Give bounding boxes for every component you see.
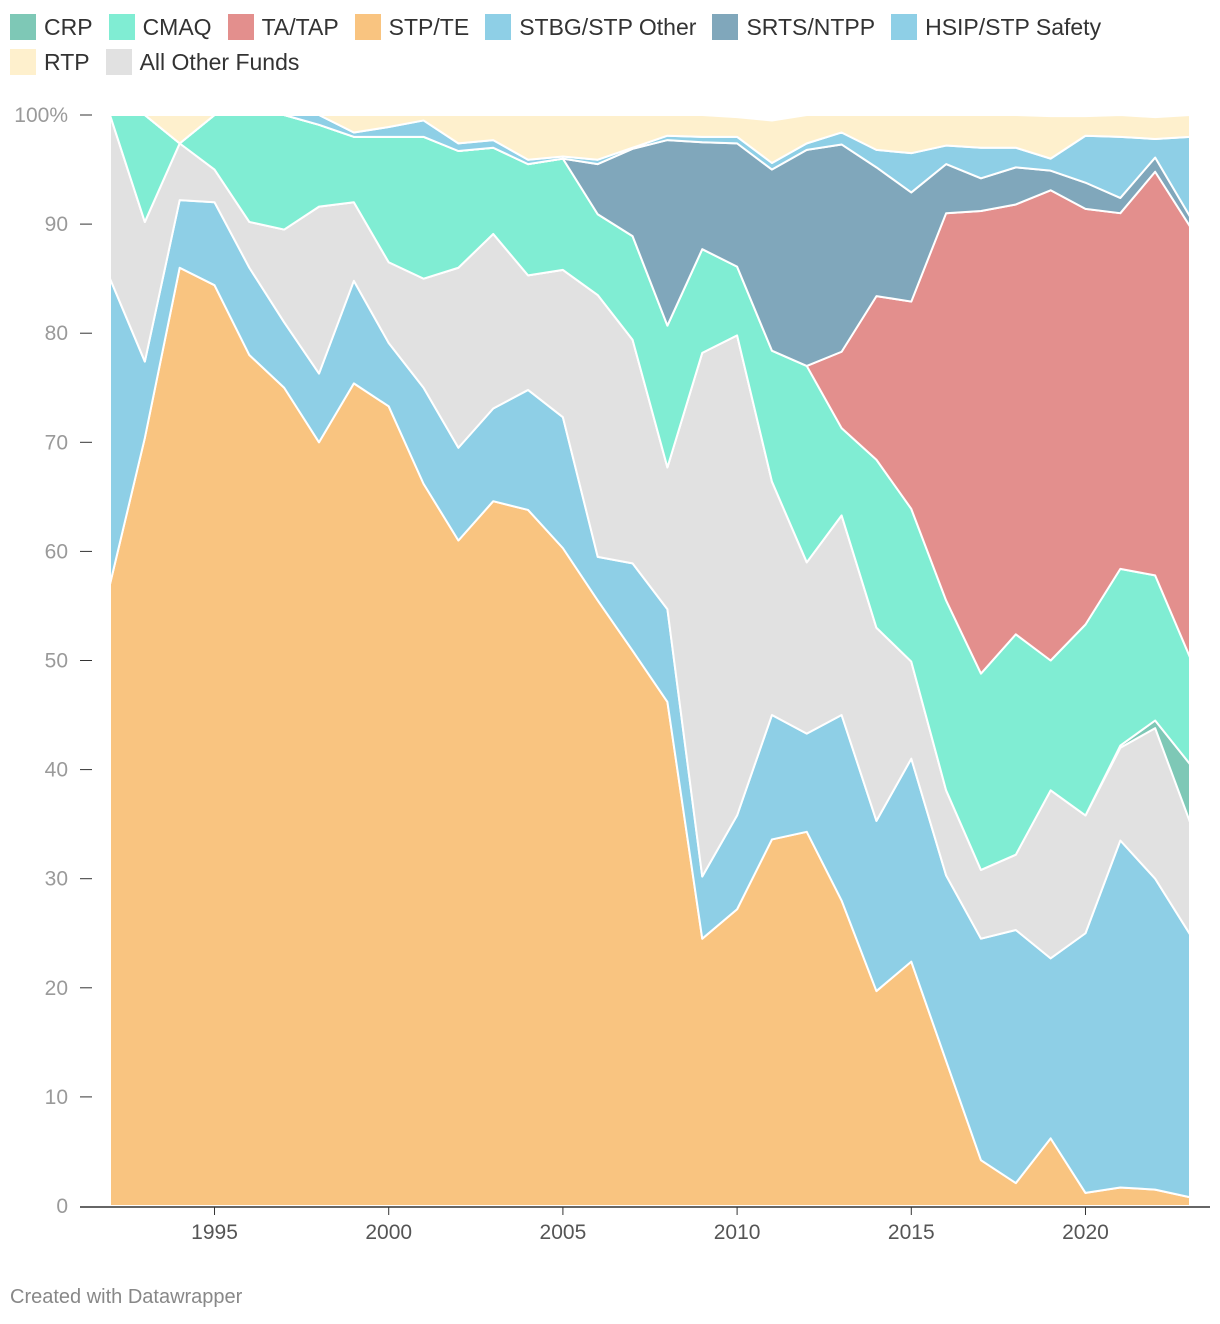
legend-label: CRP <box>44 13 93 40</box>
y-axis: 0 10 20 30 40 50 60 70 80 90 100% <box>14 104 68 1218</box>
area-rtp <box>109 114 1191 164</box>
y-tick-label: 0 <box>56 1195 68 1218</box>
legend-swatch <box>227 14 254 40</box>
legend-item-4: STBG/STP Other <box>485 10 696 44</box>
y-tick-label: 30 <box>45 868 68 891</box>
legend-swatch <box>712 14 739 40</box>
y-tick-label: 80 <box>45 322 68 345</box>
y-tick-label: 100% <box>14 104 68 127</box>
x-tick-label: 2015 <box>888 1221 935 1244</box>
legend-swatch <box>485 14 512 40</box>
legend-item-7: RTP <box>10 45 90 79</box>
legend-label: All Other Funds <box>139 48 300 75</box>
x-tick-label: 2000 <box>365 1221 412 1244</box>
legend-label: STP/TE <box>388 13 470 40</box>
legend-item-3: STP/TE <box>354 10 470 44</box>
legend-label: CMAQ <box>142 13 212 40</box>
x-tick-label: 2020 <box>1062 1221 1109 1244</box>
y-tick-label: 50 <box>45 650 68 673</box>
x-tick-label: 2010 <box>714 1221 761 1244</box>
legend-item-2: TA/TAP <box>227 10 339 44</box>
area-series <box>109 114 1191 1207</box>
legend-label: RTP <box>44 48 90 75</box>
legend-item-8: All Other Funds <box>105 45 300 79</box>
y-tick-label: 90 <box>45 213 68 236</box>
legend-swatch <box>10 14 36 40</box>
legend-swatch <box>891 14 918 40</box>
x-tick-label: 1995 <box>191 1221 238 1244</box>
legend-swatch <box>10 49 36 75</box>
y-tick-label: 70 <box>45 431 68 454</box>
legend-label: HSIP/STP Safety <box>925 13 1102 40</box>
credit-text: Created with Datawrapper <box>10 1286 243 1308</box>
y-tick-label: 20 <box>45 977 68 1000</box>
legend-item-0: CRP <box>10 10 93 44</box>
x-tick-label: 2005 <box>540 1221 587 1244</box>
grid-lines <box>80 114 92 1098</box>
x-axis: 1995 2000 2005 2010 2015 2020 <box>80 1206 1210 1244</box>
legend-swatch <box>354 14 381 40</box>
legend-label: TA/TAP <box>261 13 339 40</box>
legend-item-5: SRTS/NTPP <box>712 10 875 44</box>
legend-label: SRTS/NTPP <box>746 13 876 40</box>
legend-swatch <box>105 49 132 75</box>
y-tick-label: 10 <box>45 1086 68 1109</box>
legend-item-6: HSIP/STP Safety <box>891 10 1101 44</box>
legend-item-1: CMAQ <box>108 10 212 44</box>
stacked-area-chart: 0 10 20 30 40 50 60 70 80 90 100% 1995 2000 2005 2010… <box>14 104 1210 1244</box>
y-tick-label: 60 <box>45 540 68 563</box>
legend: CRP CMAQ TA/TAP STP/TE STBG/STP Other SRTS/NT… <box>10 10 1210 80</box>
legend-label: STBG/STP Other <box>519 13 697 40</box>
legend-swatch <box>108 14 135 40</box>
y-tick-label: 40 <box>45 759 68 782</box>
